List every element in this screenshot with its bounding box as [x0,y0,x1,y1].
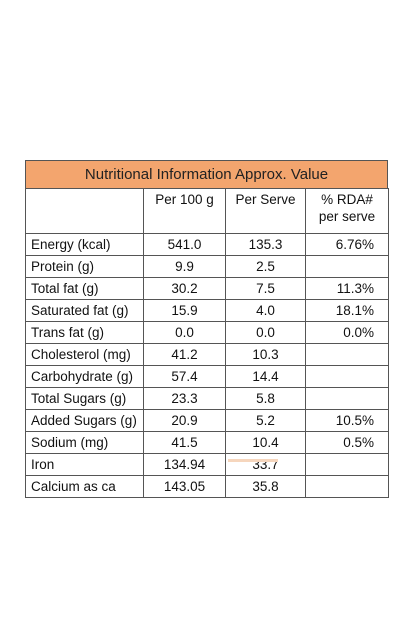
table-row: Added Sugars (g) 20.9 5.2 10.5% [25,409,389,432]
value-per-serve: 33.7 [225,453,306,476]
table-row: Iron 134.94 33.7 [25,453,389,476]
value-per-100g: 23.3 [143,387,226,410]
value-per-100g: 41.2 [143,343,226,366]
table-row: Total Sugars (g) 23.3 5.8 [25,387,389,410]
nutrient-name: Saturated fat (g) [25,299,144,322]
value-rda: 6.76% [305,233,389,256]
table-header-row: Per 100 g Per Serve % RDA# per serve [25,188,389,234]
nutrient-name: Sodium (mg) [25,431,144,454]
header-rda: % RDA# per serve [305,188,389,234]
value-per-serve: 4.0 [225,299,306,322]
table-row: Cholesterol (mg) 41.2 10.3 [25,343,389,366]
value-rda [305,453,389,476]
value-per-serve: 135.3 [225,233,306,256]
value-per-100g: 15.9 [143,299,226,322]
value-per-serve: 10.3 [225,343,306,366]
value-rda: 18.1% [305,299,389,322]
value-per-100g: 57.4 [143,365,226,388]
value-rda: 11.3% [305,277,389,300]
nutrition-panel: Nutritional Information Approx. Value Pe… [25,160,389,498]
nutrient-name: Cholesterol (mg) [25,343,144,366]
value-per-serve: 7.5 [225,277,306,300]
header-nutrient [25,188,144,234]
value-per-100g: 30.2 [143,277,226,300]
table-row: Energy (kcal) 541.0 135.3 6.76% [25,233,389,256]
nutrient-name: Calcium as ca [25,475,144,498]
value-rda: 10.5% [305,409,389,432]
value-per-100g: 9.9 [143,255,226,278]
value-per-serve: 14.4 [225,365,306,388]
value-per-100g: 0.0 [143,321,226,344]
value-rda [305,475,389,498]
nutrient-name: Total Sugars (g) [25,387,144,410]
table-row: Protein (g) 9.9 2.5 [25,255,389,278]
header-per-serve: Per Serve [225,188,306,234]
nutrient-name: Added Sugars (g) [25,409,144,432]
nutrient-name: Trans fat (g) [25,321,144,344]
value-per-100g: 41.5 [143,431,226,454]
value-rda: 0.5% [305,431,389,454]
value-per-serve: 5.8 [225,387,306,410]
nutrient-name: Energy (kcal) [25,233,144,256]
value-per-serve: 0.0 [225,321,306,344]
nutrition-table: Per 100 g Per Serve % RDA# per serve Ene… [25,188,389,498]
value-rda: 0.0% [305,321,389,344]
table-row: Saturated fat (g) 15.9 4.0 18.1% [25,299,389,322]
table-row: Carbohydrate (g) 57.4 14.4 [25,365,389,388]
value-rda [305,255,389,278]
table-row: Total fat (g) 30.2 7.5 11.3% [25,277,389,300]
table-row: Calcium as ca 143.05 35.8 [25,475,389,498]
value-rda [305,343,389,366]
nutrient-name: Carbohydrate (g) [25,365,144,388]
value-per-100g: 541.0 [143,233,226,256]
table-row: Trans fat (g) 0.0 0.0 0.0% [25,321,389,344]
value-rda [305,387,389,410]
value-per-100g: 20.9 [143,409,226,432]
header-per-100g: Per 100 g [143,188,226,234]
nutrient-name: Total fat (g) [25,277,144,300]
header-rda-line2: per serve [318,209,376,224]
nutrient-name: Iron [25,453,144,476]
value-per-serve: 10.4 [225,431,306,454]
decorative-stripe [228,459,278,462]
nutrition-title: Nutritional Information Approx. Value [25,160,388,188]
value-per-serve: 5.2 [225,409,306,432]
value-per-serve: 35.8 [225,475,306,498]
nutrient-name: Protein (g) [25,255,144,278]
header-rda-line1: % RDA# [321,192,373,207]
value-per-100g: 134.94 [143,453,226,476]
value-per-100g: 143.05 [143,475,226,498]
value-rda [305,365,389,388]
table-row: Sodium (mg) 41.5 10.4 0.5% [25,431,389,454]
value-per-serve: 2.5 [225,255,306,278]
